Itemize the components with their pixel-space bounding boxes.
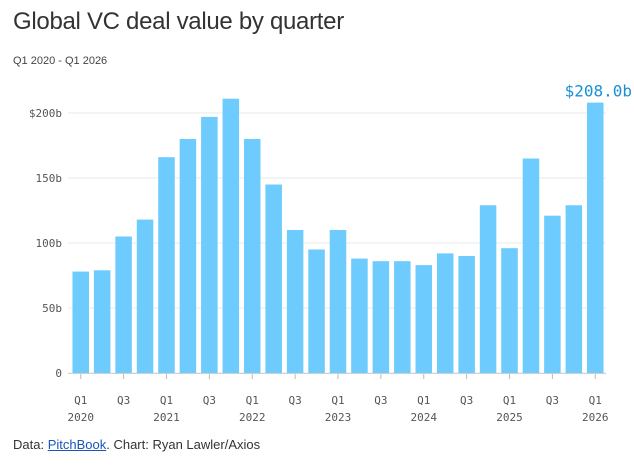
bar <box>565 205 583 373</box>
bar-chart: 0 50b 100b 150b $200b Q1 2020 Q3 Q1 2021 Q3 Q1 2022 Q… <box>29 82 632 424</box>
footer-credit: Data: PitchBook. Chart: Ryan Lawler/Axio… <box>13 437 260 452</box>
bar <box>308 249 325 373</box>
x-tick-quarter: Q1 <box>160 394 173 407</box>
x-tick-year: 2020 <box>67 411 94 424</box>
bar <box>415 265 433 373</box>
bar <box>265 184 282 373</box>
chart-title: Global VC deal value by quarter <box>13 8 344 35</box>
bar <box>501 248 518 373</box>
bar <box>522 158 540 373</box>
chart-subtitle: Q1 2020 - Q1 2026 <box>13 55 108 67</box>
x-tick-year: 2025 <box>496 411 523 424</box>
bar <box>72 271 89 373</box>
x-tick-quarter: Q1 <box>331 394 344 407</box>
bar <box>479 205 497 373</box>
bar <box>286 230 304 373</box>
bar <box>179 139 197 373</box>
x-tick-quarter: Q3 <box>460 394 473 407</box>
x-tick-year: 2021 <box>153 411 180 424</box>
x-tick-quarter: Q3 <box>374 394 387 407</box>
bar <box>587 102 604 373</box>
x-tick-year: 2024 <box>411 411 438 424</box>
bar <box>394 261 411 373</box>
data-label-annotation: $208.0b <box>565 82 632 101</box>
y-tick-label: $200b <box>29 107 62 120</box>
source-link[interactable]: PitchBook <box>47 437 107 452</box>
x-tick-quarter: Q1 <box>503 394 516 407</box>
x-tick-year: 2023 <box>325 411 352 424</box>
y-tick-label: 150b <box>36 172 63 185</box>
x-tick-quarter: Q3 <box>546 394 559 407</box>
bar <box>93 270 111 373</box>
footer-suffix: . Chart: Ryan Lawler/Axios <box>106 437 261 452</box>
x-tick-year: 2026 <box>582 411 609 424</box>
bar <box>201 116 218 374</box>
x-tick-quarter: Q3 <box>288 394 301 407</box>
x-tick-year: 2022 <box>239 411 266 424</box>
bar <box>243 139 261 373</box>
y-tick-label: 50b <box>42 302 62 315</box>
footer-prefix: Data: <box>13 437 48 452</box>
bar <box>436 253 454 373</box>
bar <box>158 157 175 373</box>
bar <box>372 261 390 373</box>
x-tick-quarter: Q1 <box>74 394 87 407</box>
x-tick-quarter: Q1 <box>246 394 259 407</box>
bar <box>329 230 347 373</box>
bar <box>115 236 132 373</box>
x-tick-quarter: Q3 <box>117 394 130 407</box>
bar <box>136 219 154 373</box>
bar <box>458 256 475 373</box>
y-tick-label: 100b <box>36 237 63 250</box>
bar <box>351 258 368 373</box>
bar <box>544 215 561 373</box>
x-tick-quarter: Q1 <box>589 394 602 407</box>
x-tick-quarter: Q3 <box>203 394 216 407</box>
x-tick-quarter: Q1 <box>417 394 430 407</box>
bar <box>222 98 240 373</box>
y-tick-label: 0 <box>55 367 62 380</box>
